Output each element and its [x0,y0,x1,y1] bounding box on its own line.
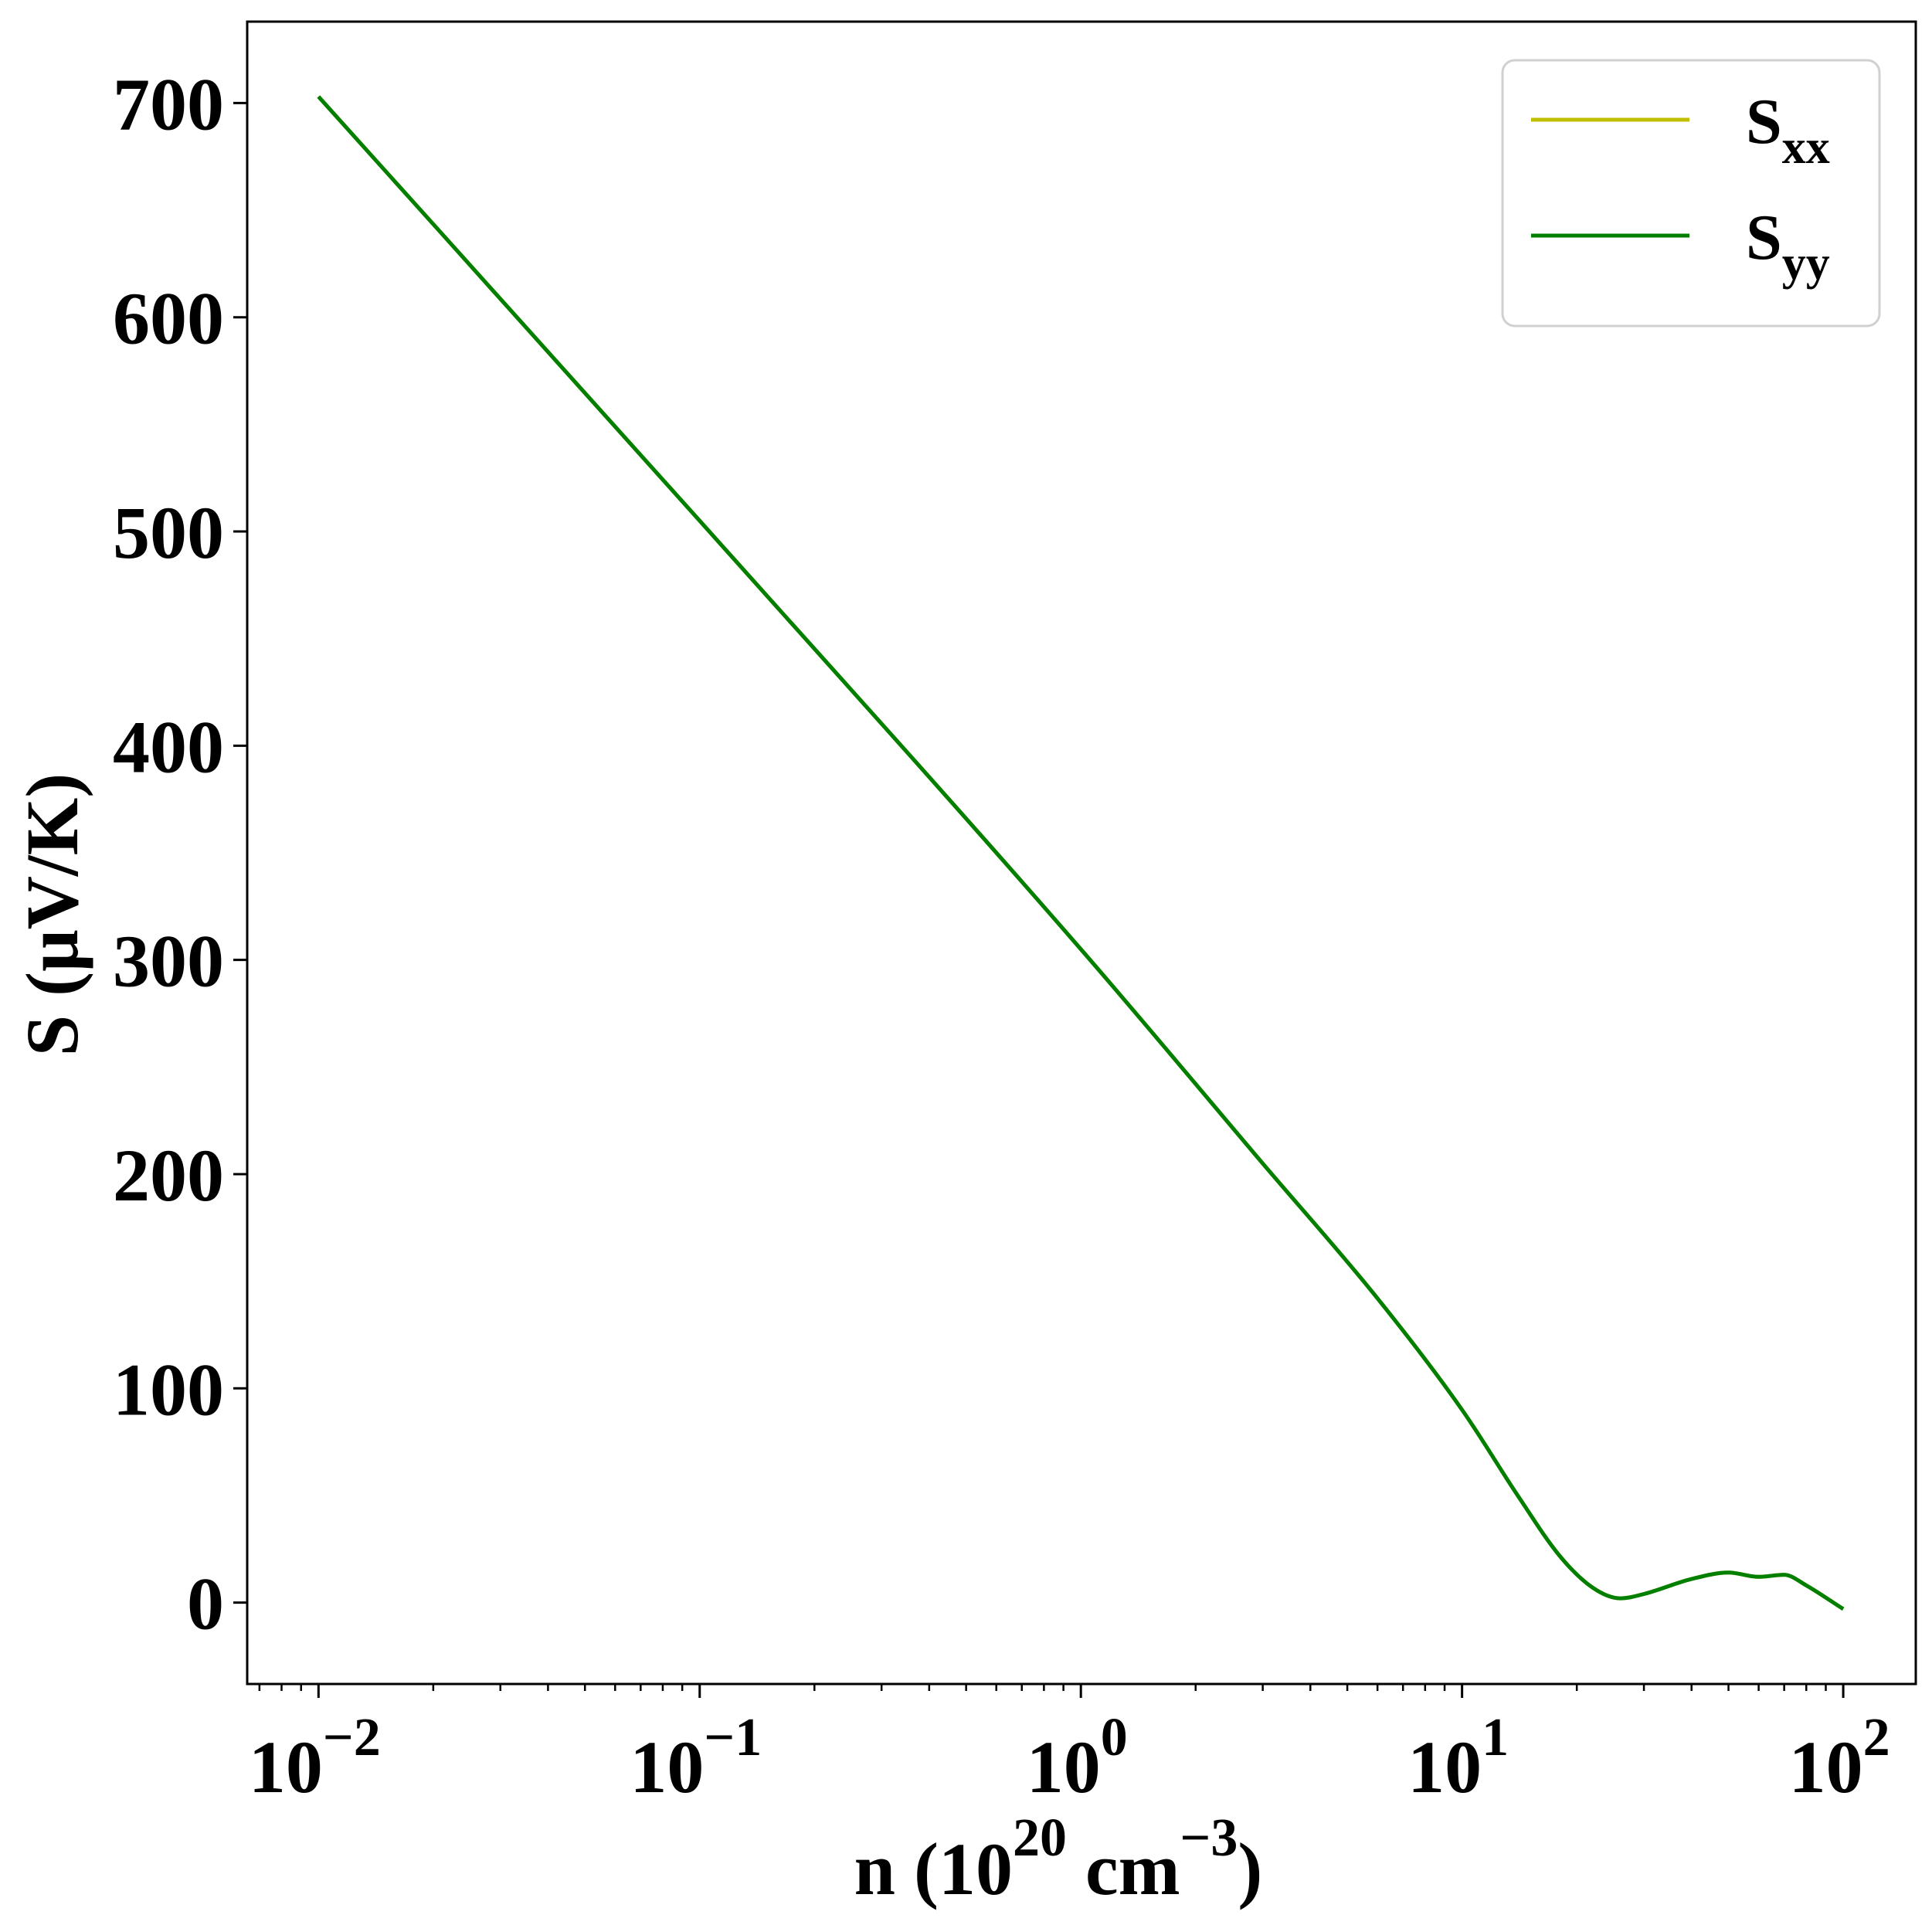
series-layer [317,95,1845,1611]
y-tick-label: 400 [113,705,224,788]
x-tick-label: 101 [1407,1708,1509,1808]
y-tick-label: 700 [113,63,224,145]
x-axis-label: n (1020 cm−3) [854,1808,1263,1910]
y-tick-label: 0 [187,1563,224,1645]
y-axis: 0 100 200 300 400 500 600 700 [113,63,247,1645]
legend-label-yy: Syy [1746,202,1830,290]
y-tick-label: 500 [113,491,224,574]
y-tick-label: 200 [113,1134,224,1217]
x-tick-label: 10−2 [249,1708,381,1808]
x-axis: 10−2 10−1 100 101 102 [249,1684,1890,1808]
x-tick-label: 102 [1789,1708,1890,1808]
y-tick-label: 600 [113,277,224,360]
x-tick-label: 100 [1027,1708,1128,1808]
y-tick-label: 100 [113,1348,224,1431]
legend: Sxx Syy [1501,59,1881,328]
y-tick-label: 300 [113,920,224,1003]
x-tick-label: 10−1 [630,1708,762,1808]
series-line-yy [317,95,1845,1611]
y-axis-label: S (μV/K) [11,773,93,1056]
legend-label-xx: Sxx [1746,86,1830,174]
legend-box [1501,59,1881,328]
